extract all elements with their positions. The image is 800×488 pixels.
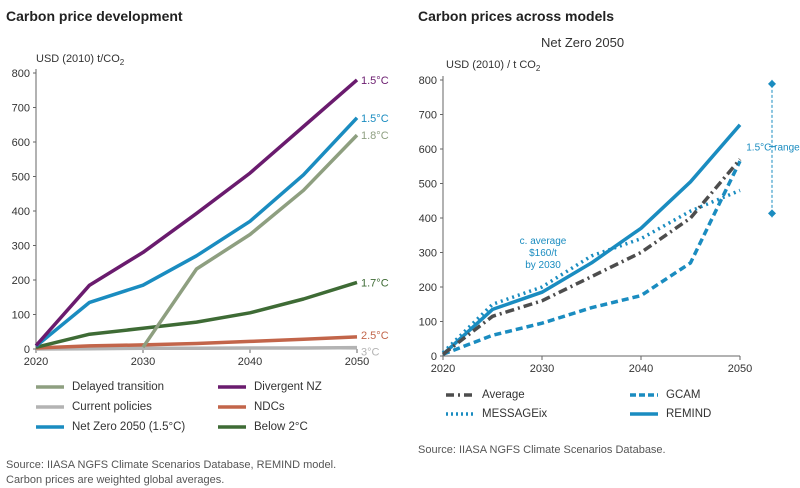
right-x-tick-label: 2030: [530, 363, 554, 375]
end-label-divergent-nz: 1.5°C: [361, 75, 389, 87]
left-y-tick-label: 100: [12, 310, 30, 322]
annotation-average-2030: by 2030: [525, 260, 561, 271]
legend-label: Divergent NZ: [254, 381, 322, 393]
legend-swatch-delayed: [36, 385, 64, 389]
line-divergent-nz: [34, 78, 359, 347]
legend-swatch-gcam: [630, 393, 658, 397]
line-average: [441, 158, 742, 356]
right-y-tick-label: 400: [419, 213, 437, 225]
left-y-tick-label: 600: [12, 137, 30, 149]
right-y-tick-label: 200: [419, 282, 437, 294]
right-y-tick-label: 500: [419, 179, 437, 191]
left-y-tick-label: 800: [12, 68, 30, 80]
right-y-axis-title: USD (2010) / t CO2: [446, 59, 541, 73]
left-y-tick-label: 300: [12, 241, 30, 253]
right-panel-title: Carbon prices across models: [418, 8, 615, 24]
line-ndcs: [35, 335, 358, 350]
legend-swatch-messageix: [446, 412, 474, 416]
subscript-two: 2: [536, 64, 541, 73]
left-y-tick-label: 0: [24, 344, 30, 356]
right-x-tick-label: 2020: [431, 363, 455, 375]
legend-swatch-netzero: [36, 425, 64, 429]
end-label-delayed-transition: 1.8°C: [361, 130, 389, 142]
annotation-average-2030: $160/t: [529, 248, 557, 259]
right-y-tick-label: 300: [419, 248, 437, 260]
range-top-marker: [768, 79, 776, 88]
line-current-policies: [35, 345, 358, 351]
end-label-current-policies: 3°C: [361, 347, 380, 359]
right-chart-title: Net Zero 2050: [541, 35, 624, 50]
end-label-below-2-c: 1.7°C: [361, 277, 389, 289]
right-y-tick-label: 700: [419, 110, 437, 122]
left-source-note: Source: IIASA NGFS Climate Scenarios Dat…: [6, 458, 336, 488]
left-x-tick-label: 2040: [238, 356, 262, 368]
legend-item-divergent-nz: Divergent NZ: [218, 381, 322, 393]
legend-label: REMIND: [666, 408, 712, 420]
left-x-tick-label: 2030: [131, 356, 155, 368]
legend-item-gcam: GCAM: [630, 389, 701, 401]
line-net-zero-2050-1-5-c-: [34, 116, 359, 348]
legend-item-current-policies: Current policies: [36, 401, 152, 413]
line-remind: [441, 123, 742, 356]
legend-swatch-divergent: [218, 385, 246, 389]
left-x-tick-label: 2050: [345, 356, 369, 368]
left-y-tick-label: 200: [12, 275, 30, 287]
legend-item-average: Average: [446, 389, 525, 401]
range-bottom-marker: [768, 209, 776, 218]
end-label-ndcs: 2.5°C: [361, 330, 389, 342]
left-source-line-2: Carbon prices are weighted global averag…: [6, 474, 225, 486]
legend-label: GCAM: [666, 389, 701, 401]
legend-label: Delayed transition: [72, 381, 165, 393]
right-x-tick-label: 2040: [629, 363, 653, 375]
legend-swatch-current: [36, 405, 64, 409]
legend-item-ndcs: NDCs: [218, 401, 285, 413]
legend-item-below-2c: Below 2°C: [218, 421, 308, 433]
right-y-tick-label: 100: [419, 317, 437, 329]
legend-swatch-ndcs: [218, 405, 246, 409]
line-messageix: [441, 188, 741, 354]
left-y-axis-title: USD (2010) t/CO2: [36, 53, 125, 67]
left-y-tick-label: 500: [12, 172, 30, 184]
legend-label: MESSAGEix: [482, 408, 548, 420]
legend-item-remind: REMIND: [630, 408, 711, 420]
legend-item-delayed-transition: Delayed transition: [36, 381, 164, 393]
legend-item-net-zero-2050: Net Zero 2050 (1.5°C): [36, 421, 185, 433]
end-label-net-zero-2050-1-5-c-: 1.5°C: [361, 113, 389, 125]
legend-label: NDCs: [254, 401, 285, 413]
left-y-tick-label: 400: [12, 206, 30, 218]
legend-swatch-average: [446, 393, 474, 397]
right-y-tick-label: 0: [431, 351, 437, 363]
right-y-tick-label: 600: [419, 144, 437, 156]
legend-label: Average: [482, 389, 525, 401]
line-below-2-c: [35, 280, 358, 349]
left-source-line-1: Source: IIASA NGFS Climate Scenarios Dat…: [6, 459, 337, 471]
right-x-tick-label: 2050: [728, 363, 752, 375]
line-delayed-transition: [141, 133, 359, 349]
left-y-tick-label: 700: [12, 103, 30, 115]
legend-label: Below 2°C: [254, 421, 308, 433]
left-panel-title: Carbon price development: [6, 8, 183, 24]
legend-swatch-remind: [630, 412, 658, 416]
legend-swatch-below2: [218, 425, 246, 429]
legend-label: Current policies: [72, 401, 152, 413]
legend-label: Net Zero 2050 (1.5°C): [72, 421, 186, 433]
right-y-tick-label: 800: [419, 75, 437, 87]
left-x-tick-label: 2020: [24, 356, 48, 368]
annotation-average-2030: c. average: [520, 236, 567, 247]
legend-item-messageix: MESSAGEix: [446, 408, 547, 420]
range-label: 1.5°C range: [746, 143, 800, 154]
subscript-two: 2: [120, 58, 125, 67]
line-gcam: [442, 160, 742, 356]
right-source-note: Source: IIASA NGFS Climate Scenarios Dat…: [418, 444, 666, 456]
